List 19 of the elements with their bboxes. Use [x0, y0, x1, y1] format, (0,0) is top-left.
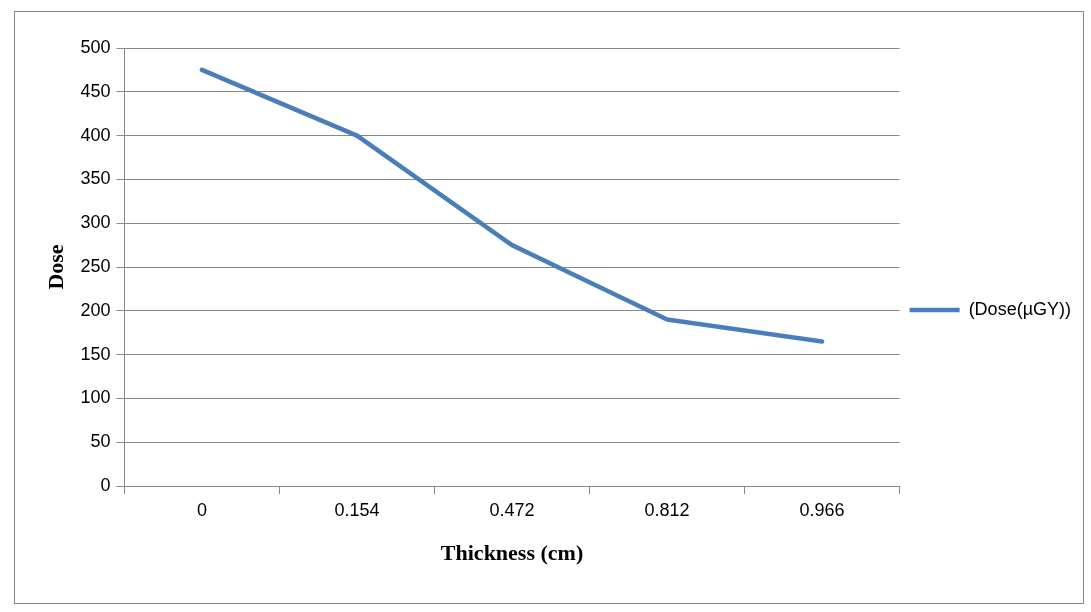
x-tick-label: 0.154 [334, 499, 380, 520]
y-tick-label: 350 [80, 168, 111, 189]
x-tick-label: 0 [196, 499, 207, 520]
y-tick-label: 50 [90, 431, 111, 452]
y-tick-label: 200 [80, 299, 111, 320]
y-tick-label: 500 [80, 36, 111, 57]
x-tick-label: 0.812 [644, 499, 690, 520]
y-tick-label: 150 [80, 343, 111, 364]
x-tick-label: 0.966 [799, 499, 845, 520]
x-axis-title: Thickness (cm) [440, 540, 584, 566]
y-tick-label: 100 [80, 387, 111, 408]
y-tick-label: 250 [80, 255, 111, 276]
y-tick-label: 300 [80, 212, 111, 233]
y-tick-label: 0 [100, 474, 111, 495]
x-tick-label: 0.472 [489, 499, 535, 520]
y-tick-label: 400 [80, 124, 111, 145]
y-axis-title: Dose [42, 244, 68, 290]
legend-label: (Dose(µGY)) [968, 298, 1071, 319]
y-tick-label: 450 [80, 80, 111, 101]
